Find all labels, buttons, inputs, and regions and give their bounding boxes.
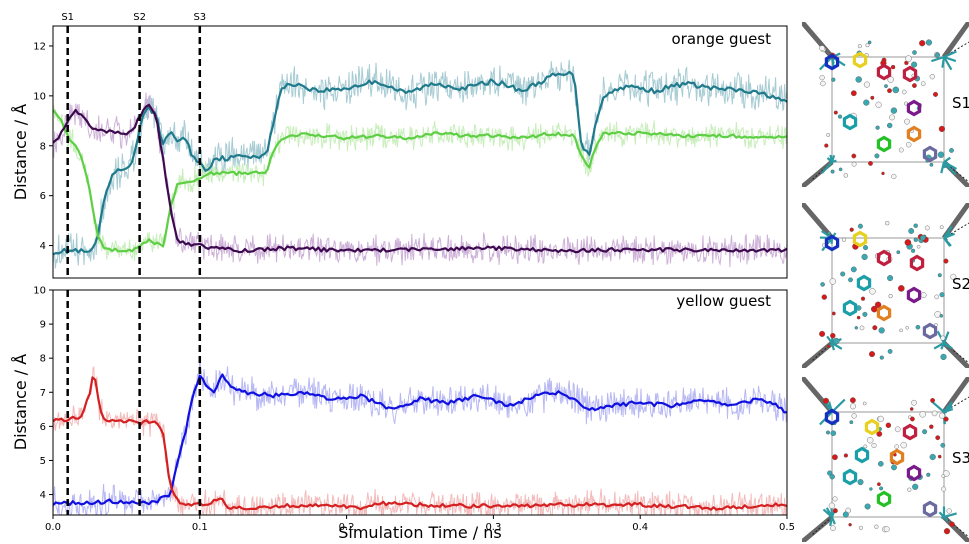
xtick-label: 0.4 (632, 522, 648, 533)
top-ylabel: Distance / Å (11, 104, 30, 201)
bottom-ytick-label: 7 (40, 388, 46, 399)
top-plot: 4 6 8 10 12 orange guest Distance / Å (11, 25, 788, 279)
snapshot-panel-s1: S1 (802, 22, 969, 187)
bottom-ytick-label: 6 (40, 422, 46, 433)
xtick-label: 0.3 (485, 522, 501, 533)
top-ytick-label: 6 (40, 191, 46, 202)
top-plot-frame (52, 25, 788, 279)
bottom-annotation: yellow guest (676, 292, 771, 310)
xtick-label: 0.5 (779, 522, 795, 533)
top-series-2-line (53, 103, 787, 254)
top-series-0-raw-line (53, 59, 787, 269)
top-ytick-label: 10 (33, 91, 46, 102)
bottom-ytick-label: 10 (33, 286, 46, 297)
top-series-0-line (53, 70, 787, 256)
event-label: S2 (133, 12, 146, 23)
xtick-label: 0.2 (339, 522, 355, 533)
event-label: S3 (193, 12, 206, 23)
snapshot-label: S2 (952, 275, 969, 293)
bottom-series-1-raw-line (53, 366, 787, 515)
snapshot-panel-s2: S2 (802, 203, 969, 368)
snapshot-label: S1 (952, 94, 969, 112)
snapshot-label: S3 (952, 449, 969, 467)
xtick-label: 0.1 (192, 522, 208, 533)
bottom-series-1-line (53, 376, 787, 511)
top-series-1-raw-line (53, 105, 787, 261)
molecular-cage-image (802, 22, 969, 187)
molecular-cage-image (802, 203, 969, 368)
bottom-ytick-label: 8 (40, 354, 46, 365)
bottom-plot-frame (52, 289, 788, 516)
bottom-ylabel: Distance / Å (11, 354, 30, 451)
top-series-1-line (53, 109, 787, 253)
bottom-ytick-label: 9 (40, 320, 46, 331)
bottom-ytick-label: 4 (40, 490, 46, 501)
xtick-label: 0.0 (45, 522, 61, 533)
bottom-series-0-raw-line (53, 357, 787, 515)
bottom-plot: 4 5 6 7 8 9 10 0.0 0.1 0.2 0.3 0.4 0.5 yellow guest… (11, 286, 795, 543)
bottom-ytick-label: 5 (40, 456, 46, 467)
bottom-series-0-line (53, 373, 787, 506)
molecular-cage-image (802, 377, 969, 542)
top-ytick-label: 12 (33, 41, 46, 52)
snapshot-panel-s3: S3 (802, 377, 969, 542)
top-ytick-label: 8 (40, 141, 46, 152)
top-annotation: orange guest (671, 30, 771, 48)
x-axis-label: Simulation Time / ns (338, 523, 502, 542)
event-label: S1 (61, 12, 74, 23)
top-ytick-label: 4 (40, 241, 46, 252)
